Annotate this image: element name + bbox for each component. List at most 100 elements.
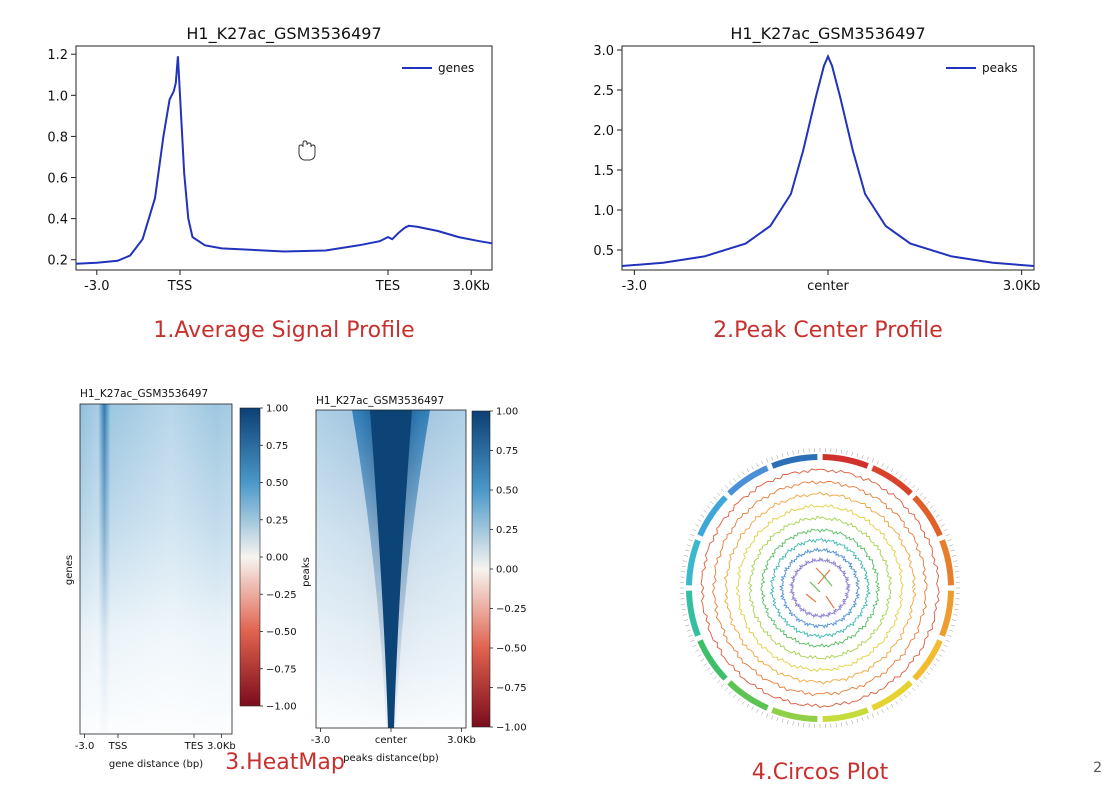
circos-tick	[792, 450, 794, 455]
circos-tick	[756, 709, 759, 713]
circos-chromosome-segment	[771, 707, 818, 722]
chart1-title: H1_K27ac_GSM3536497	[186, 24, 382, 43]
heatmap2-colorbar-tick-label: 0.25	[496, 525, 518, 536]
caption-circos-plot: 4.Circos Plot	[751, 760, 889, 785]
circos-chromosome-segment	[912, 639, 943, 681]
circos-chromosome-segment	[939, 590, 954, 637]
circos-tick	[709, 672, 714, 675]
circos-tick	[923, 496, 927, 500]
circos-tick	[904, 694, 907, 699]
circos-tick	[680, 603, 685, 605]
circos-tick	[737, 697, 741, 702]
circos-tick	[681, 609, 686, 611]
circos-tick	[692, 529, 697, 532]
circos-tick	[720, 684, 724, 688]
circos-chromosome-segment	[822, 454, 869, 469]
heatmap2-x-ticks: -3.0 center 3.0Kb	[311, 728, 476, 746]
circos-tick	[787, 451, 789, 456]
circos-tick	[938, 654, 943, 657]
circos-tick	[682, 614, 687, 616]
circos-tick	[950, 624, 955, 627]
circos-chromosome-segment	[939, 539, 954, 586]
circos-tick	[926, 501, 931, 504]
heatmap2-colorbar-ticks: 1.00 0.75 0.50 0.25 0.00 −0.25 −0.50 −0.75 −1.00	[490, 407, 527, 734]
caption-peak-center-profile: 2.Peak Center Profile	[713, 318, 943, 343]
heatmap2-xlabel: peaks distance(bp)	[343, 753, 439, 764]
circos-chromosome-segment	[727, 680, 769, 711]
circos-track	[723, 491, 917, 685]
circos-tick	[866, 456, 869, 461]
chart1-y-tick-label: 1.0	[47, 89, 68, 104]
chart2-x-tick-label: -3.0	[622, 279, 647, 294]
circos-tick	[733, 694, 736, 699]
circos-tick	[949, 629, 954, 632]
circos-tick-marks	[680, 448, 960, 728]
heatmap1-colorbar-tick-label: −1.00	[266, 702, 297, 713]
heatmap1-xlabel: gene distance (bp)	[109, 759, 203, 770]
circos-tick	[881, 463, 884, 467]
circos-tick	[766, 458, 769, 463]
circos-tick	[846, 450, 848, 455]
circos-tick	[781, 718, 784, 723]
circos-tick	[841, 722, 843, 727]
chart1-x-tick-label: 3.0Kb	[452, 279, 489, 294]
circos-track	[760, 528, 881, 648]
circos-tick	[851, 720, 853, 725]
circos-tick	[685, 549, 690, 552]
circos-tick	[771, 456, 774, 461]
circos-tick	[686, 629, 691, 632]
circos-chromosome-segment	[697, 639, 728, 681]
circos-chromosome-segment	[912, 495, 943, 537]
heatmap1-x-ticks: -3.0 TSS TES 3.0Kb	[75, 734, 236, 752]
circos-tick	[835, 723, 837, 728]
circos-tick	[697, 519, 702, 522]
chart1-x-tick-label: -3.0	[84, 279, 109, 294]
circos-tick	[908, 481, 912, 485]
circos-tick	[929, 667, 934, 671]
circos-tick	[919, 492, 923, 496]
circos-tick	[886, 465, 889, 470]
heatmap1-x-tick-label: -3.0	[75, 741, 95, 752]
chart1-y-tick-label: 0.6	[47, 172, 68, 187]
chart2-x-ticks: -3.0 center 3.0Kb	[622, 270, 1040, 294]
chart2-y-tick-label: 1.5	[593, 164, 614, 179]
circos-tick	[717, 492, 721, 496]
heatmap1-colorbar-ticks: 1.00 0.75 0.50 0.25 0.00 −0.25 −0.50 −0.75 −1.00	[260, 404, 297, 713]
circos-track	[735, 503, 904, 673]
circos-tick	[866, 715, 869, 720]
circos-tick	[776, 717, 779, 722]
circos-tick	[700, 658, 705, 662]
circos-tick	[697, 654, 702, 657]
heatmap1-colorbar-tick-label: 0.50	[266, 478, 288, 489]
circos-tick	[771, 715, 774, 720]
chart1-axes	[75, 45, 493, 271]
chart2-legend: peaks	[946, 61, 1018, 75]
circos-tick	[912, 687, 916, 691]
chart2-y-tick-label: 2.0	[593, 124, 614, 139]
heatmap1-colorbar-tick-label: 0.00	[266, 553, 288, 564]
circos-tick	[761, 460, 764, 465]
circos-tick	[899, 474, 903, 479]
circos-tick	[895, 471, 899, 476]
circos-tick	[916, 488, 920, 492]
circos-tick	[935, 514, 940, 518]
circos-chromosome-segment	[686, 590, 701, 637]
circos-tick	[776, 454, 779, 459]
circos-tick	[835, 448, 837, 453]
circos-chromosome-segment	[771, 454, 818, 469]
circos-tick	[680, 571, 685, 573]
circos-tick	[703, 663, 708, 667]
circos-tick	[706, 667, 711, 671]
circos-tick	[756, 463, 759, 467]
circos-tick	[881, 709, 884, 713]
heatmap2-plot	[316, 410, 466, 728]
heatmap2-ylabel: peaks	[301, 557, 312, 587]
heatmap2-colorbar-tick-label: 1.00	[496, 407, 518, 418]
heatmap2-colorbar-tick-label: −0.50	[496, 644, 527, 655]
chart1-y-tick-label: 0.2	[47, 254, 68, 269]
circos-tick	[947, 634, 952, 637]
circos-tick	[890, 703, 894, 708]
circos-tick	[683, 619, 688, 621]
circos-tick	[717, 680, 721, 684]
circos-tick	[700, 514, 705, 518]
